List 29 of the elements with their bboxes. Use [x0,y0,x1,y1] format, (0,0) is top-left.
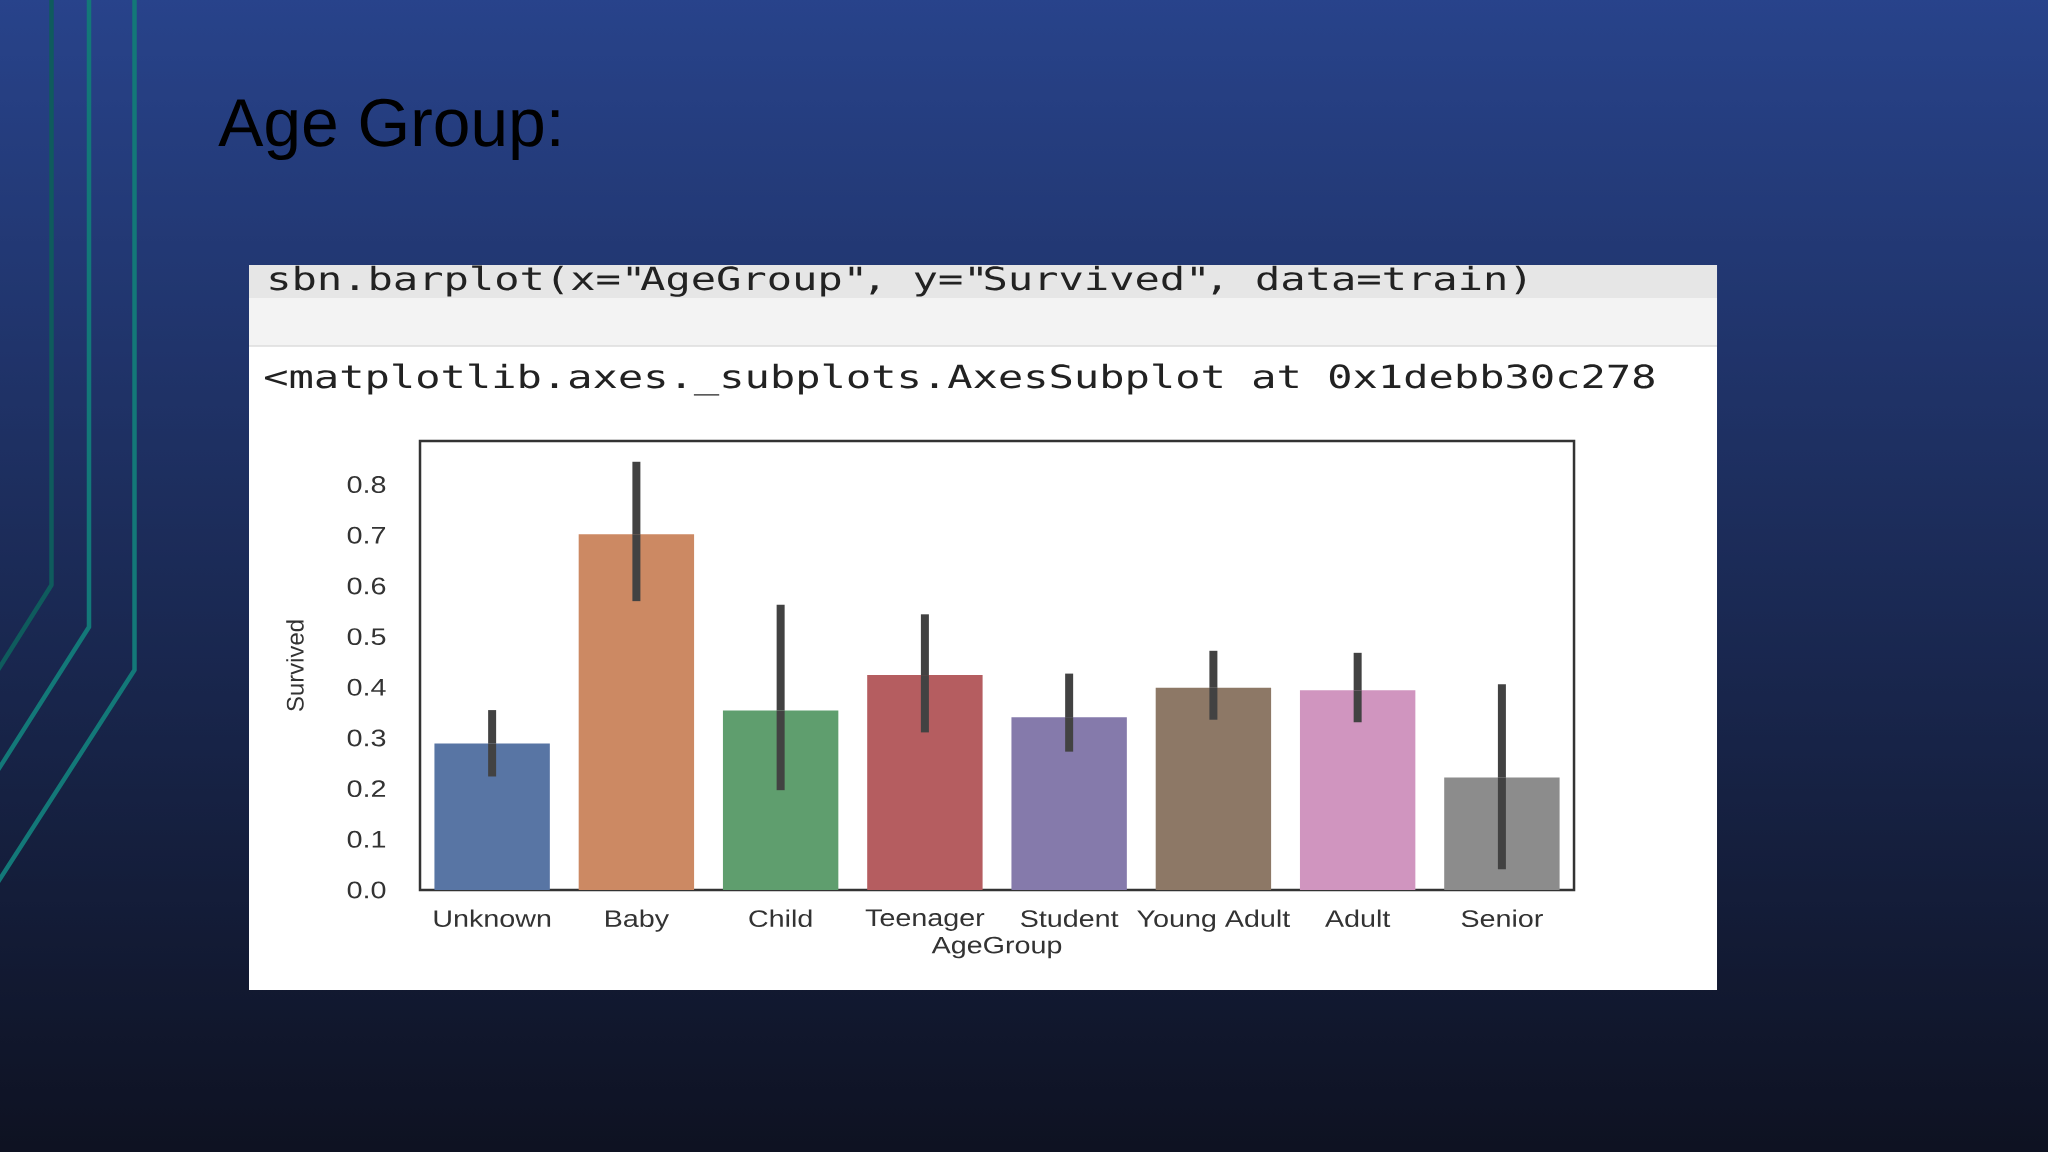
x-tick-label: Young Adult [1137,909,1291,932]
y-tick-label: 0.1 [347,830,386,848]
x-tick-label: Unknown [434,909,551,928]
x-tick-label: Child [749,909,812,928]
chart-title: Age Group: [218,98,559,161]
y-tick-label: 0.4 [347,678,386,696]
bar [722,710,839,890]
y-tick-label: 0.2 [347,780,386,798]
bar [1011,717,1127,890]
x-tick-label: Student [1020,909,1119,928]
y-tick-label: 0.7 [347,526,386,544]
text: sbn.barplot(x="AgeGroup", y="Survived", data=train) [270,265,1525,297]
bar [1155,687,1272,890]
x-tick-label: Teenager [865,909,985,931]
y-tick-label: 0.3 [347,729,386,747]
y-tick-label: 0.5 [347,628,386,646]
x-tick-label: Senior [1461,909,1543,928]
x-tick-label: Adult [1325,909,1391,928]
x-axis-title: AgeGroup [931,936,1062,959]
y-tick-label: 0.8 [347,476,386,494]
bar [578,534,695,890]
y-tick-label: 0.0 [347,881,386,899]
bar [434,743,550,890]
y-tick-label: 0.6 [347,577,386,595]
bar [1299,690,1416,890]
bar [867,675,983,890]
x-tick-label: Baby [606,909,670,932]
text: <matplotlib.axes._subplots.AxesSubplot at 0x1debb30c278 [265,363,1654,396]
y-axis-title: Survived [286,620,304,711]
